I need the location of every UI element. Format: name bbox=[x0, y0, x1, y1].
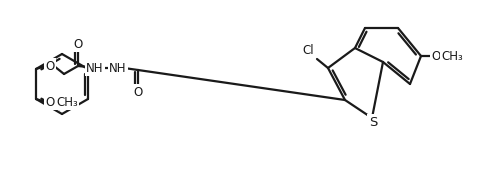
Text: O: O bbox=[431, 49, 440, 62]
Text: NH: NH bbox=[109, 61, 127, 74]
Text: O: O bbox=[134, 86, 143, 99]
Text: NH: NH bbox=[86, 61, 104, 74]
Text: S: S bbox=[369, 115, 377, 128]
Text: CH₃: CH₃ bbox=[441, 49, 463, 62]
Text: Cl: Cl bbox=[302, 43, 314, 56]
Text: O: O bbox=[45, 96, 54, 108]
Text: O: O bbox=[45, 59, 54, 73]
Text: O: O bbox=[74, 37, 83, 51]
Text: CH₃: CH₃ bbox=[56, 96, 78, 108]
